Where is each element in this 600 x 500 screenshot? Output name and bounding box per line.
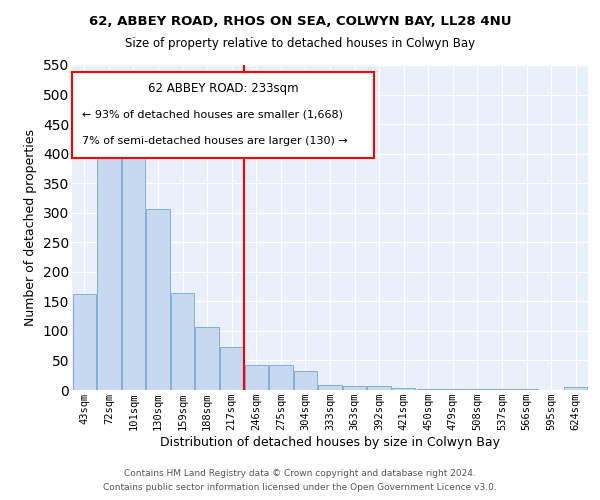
Bar — [220, 348, 244, 390]
Bar — [367, 386, 391, 390]
Bar — [416, 389, 440, 390]
Text: Contains HM Land Registry data © Crown copyright and database right 2024.: Contains HM Land Registry data © Crown c… — [124, 468, 476, 477]
Bar — [122, 133, 145, 390]
Bar — [171, 292, 194, 390]
Text: 7% of semi-detached houses are larger (130) →: 7% of semi-detached houses are larger (1… — [82, 136, 348, 146]
Text: 62, ABBEY ROAD, RHOS ON SEA, COLWYN BAY, LL28 4NU: 62, ABBEY ROAD, RHOS ON SEA, COLWYN BAY,… — [89, 15, 511, 28]
Text: Size of property relative to detached houses in Colwyn Bay: Size of property relative to detached ho… — [125, 38, 475, 51]
Bar — [343, 386, 366, 390]
Bar — [97, 124, 121, 390]
Bar — [294, 371, 317, 390]
Bar — [196, 327, 219, 390]
Bar — [146, 208, 170, 390]
Y-axis label: Number of detached properties: Number of detached properties — [24, 129, 37, 326]
Text: ← 93% of detached houses are smaller (1,668): ← 93% of detached houses are smaller (1,… — [82, 110, 343, 120]
Bar — [269, 364, 293, 390]
X-axis label: Distribution of detached houses by size in Colwyn Bay: Distribution of detached houses by size … — [160, 436, 500, 449]
Text: Contains public sector information licensed under the Open Government Licence v3: Contains public sector information licen… — [103, 484, 497, 492]
Text: 62 ABBEY ROAD: 233sqm: 62 ABBEY ROAD: 233sqm — [148, 82, 298, 94]
Bar — [441, 389, 464, 390]
Bar — [319, 384, 341, 390]
FancyBboxPatch shape — [72, 72, 374, 158]
Bar — [73, 294, 96, 390]
Bar — [564, 387, 587, 390]
Bar — [392, 388, 415, 390]
Bar — [245, 364, 268, 390]
